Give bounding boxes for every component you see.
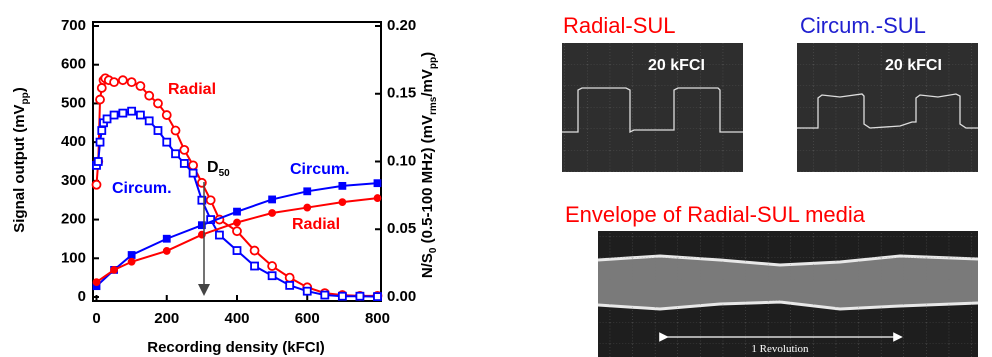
marker (180, 146, 188, 154)
marker (251, 247, 259, 255)
marker (97, 139, 104, 146)
y-tick-label: 500 (61, 94, 86, 111)
marker (94, 279, 100, 285)
marker (137, 112, 144, 119)
marker (304, 205, 310, 211)
marker (189, 161, 197, 169)
marker (234, 219, 240, 225)
x-tick-label: 400 (224, 310, 249, 327)
marker (268, 262, 276, 270)
marker (304, 188, 310, 194)
marker (269, 210, 275, 216)
y-tick-label: 300 (61, 172, 86, 189)
marker (129, 259, 135, 265)
marker (339, 183, 345, 189)
marker (98, 127, 105, 134)
envelope-scope: 1 Revolution (598, 231, 978, 357)
marker (164, 248, 170, 254)
marker (98, 84, 106, 92)
marker (163, 111, 171, 119)
marker (356, 293, 363, 300)
marker (339, 199, 345, 205)
marker (374, 293, 381, 300)
envelope-title: Envelope of Radial-SUL media (565, 202, 866, 227)
x-tick-label: 800 (365, 310, 390, 327)
marker (110, 78, 118, 86)
marker (251, 263, 258, 270)
marker (374, 180, 380, 186)
radial-freq: 20 kFCI (648, 57, 705, 74)
x-tick-label: 0 (92, 310, 100, 327)
y-axis-label: Signal output (mVpp) (11, 87, 31, 233)
x-tick-label: 600 (295, 310, 320, 327)
marker (269, 196, 275, 202)
y-tick-label: 0 (78, 288, 86, 305)
y-tick-label: 100 (61, 249, 86, 266)
marker (269, 272, 276, 279)
marker (93, 181, 101, 189)
x-tick-label: 200 (154, 310, 179, 327)
marker (111, 112, 118, 119)
marker (164, 236, 170, 242)
radial-title: Radial-SUL (563, 13, 676, 38)
marker (111, 267, 117, 273)
marker (146, 117, 153, 124)
marker (339, 293, 346, 300)
marker (181, 160, 188, 167)
d50-annotation: D50 (207, 159, 230, 179)
marker (119, 76, 127, 84)
marker (128, 78, 136, 86)
marker (104, 115, 111, 122)
marker (234, 209, 240, 215)
y-tick-label: 400 (61, 133, 86, 150)
y2-tick-label: 0.15 (387, 85, 416, 102)
marker (154, 127, 161, 134)
y2-tick-label: 0.10 (387, 152, 416, 169)
marker (304, 288, 311, 295)
radial-scope: 20 kFCI (562, 43, 743, 172)
envelope-note: 1 Revolution (751, 343, 809, 355)
plot: 0 200 400 600 800 0 100 200 300 400 500 600 700 0.00 0… (61, 17, 416, 327)
marker (145, 92, 153, 100)
marker (286, 282, 293, 289)
y-tick-label: 200 (61, 211, 86, 228)
y2-tick-label: 0.00 (387, 288, 416, 305)
marker (136, 82, 144, 90)
series-label: Circum. (290, 161, 350, 178)
marker (207, 196, 215, 204)
series-label: Circum. (112, 180, 172, 197)
series-label: Radial (168, 81, 216, 98)
marker (119, 110, 126, 117)
marker (95, 158, 102, 165)
marker (234, 247, 241, 254)
marker (286, 274, 294, 282)
circum-freq: 20 kFCI (885, 57, 942, 74)
y2-tick-label: 0.05 (387, 220, 416, 237)
y-tick-label: 600 (61, 56, 86, 73)
marker (172, 150, 179, 157)
marker (233, 227, 241, 235)
marker (96, 96, 104, 104)
marker (154, 99, 162, 107)
marker (374, 195, 380, 201)
y2-axis-label: N/S0 (0.5-100 MHz) (mVrms/mVpp) (419, 52, 439, 278)
marker (216, 232, 223, 239)
marker (163, 139, 170, 146)
marker (321, 292, 328, 299)
circum-scope: 20 kFCI (797, 43, 978, 172)
circum-title: Circum.-SUL (800, 13, 926, 38)
marker (128, 108, 135, 115)
y2-tick-label: 0.20 (387, 17, 416, 34)
y-tick-label: 700 (61, 17, 86, 34)
x-axis-label: Recording density (kFCI) (147, 339, 325, 356)
marker (129, 252, 135, 258)
figure: 0 200 400 600 800 0 100 200 300 400 500 600 700 0.00 0… (0, 0, 992, 357)
series-label: Radial (292, 216, 340, 233)
marker (172, 127, 180, 135)
marker (190, 170, 197, 177)
